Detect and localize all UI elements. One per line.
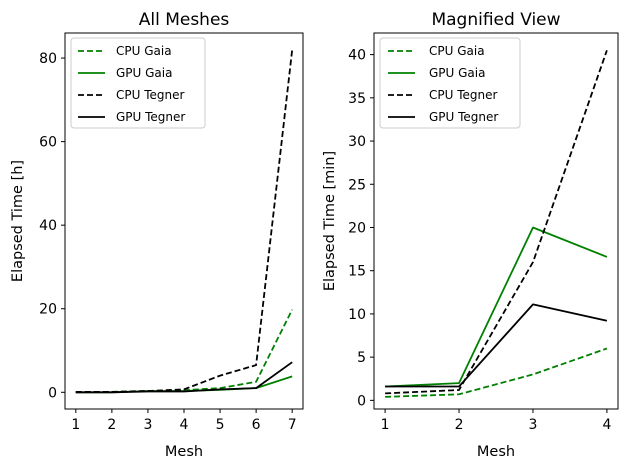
series-line-gpu-tegner [385, 303, 608, 388]
plot-frame [373, 32, 619, 410]
x-tick-label: 3 [529, 417, 538, 433]
series-line-gpu-tegner [75, 361, 293, 394]
y-tick-label: 5 [357, 350, 366, 366]
legend-label: GPU Tegner [429, 110, 498, 124]
y-tick-label: 60 [39, 135, 57, 151]
y-tick-label: 80 [39, 51, 57, 67]
legend-entry-cpu-tegner: CPU Tegner [78, 88, 184, 102]
y-tick-label: 35 [348, 91, 366, 107]
legend: CPU Gaia GPU Gaia CPU Tegner GPU Tegner [379, 37, 521, 129]
series-line-cpu-gaia [75, 309, 294, 394]
legend-entry-cpu-tegner: CPU Tegner [388, 88, 497, 102]
x-tick-label: 1 [71, 417, 80, 433]
x-tick-label: 4 [602, 417, 611, 433]
x-tick-label: 2 [455, 417, 464, 433]
legend-label: GPU Tegner [116, 110, 185, 124]
y-axis-label: Elapsed Time [min] [322, 151, 338, 291]
y-tick-label: 25 [348, 177, 366, 193]
x-tick-label: 7 [288, 417, 297, 433]
y-axis-label: Elapsed Time [h] [10, 160, 26, 282]
legend-entry-gpu-gaia: GPU Gaia [388, 66, 485, 80]
series-line-gpu-gaia [385, 226, 608, 388]
y-tick-label: 0 [357, 393, 366, 409]
series-line-cpu-gaia [385, 347, 608, 398]
legend-entry-cpu-gaia: CPU Gaia [388, 44, 485, 58]
chart-title: All Meshes [139, 10, 230, 30]
tick-layer: 1 2 3 4 5 6 7 0 20 40 60 80 [39, 51, 296, 433]
y-tick-label: 40 [39, 218, 57, 234]
legend-label: GPU Gaia [116, 66, 172, 80]
legend-entry-cpu-gaia: CPU Gaia [78, 44, 172, 58]
legend-box [379, 37, 521, 129]
x-tick-label: 3 [143, 417, 152, 433]
legend-entry-gpu-gaia: GPU Gaia [78, 66, 172, 80]
legend: CPU Gaia GPU Gaia CPU Tegner GPU Tegner [70, 37, 206, 129]
series-layer [385, 50, 608, 398]
y-tick-label: 20 [348, 220, 366, 236]
y-tick-label: 0 [48, 385, 57, 401]
x-axis-label: Mesh [477, 444, 515, 460]
legend-label: GPU Gaia [429, 66, 485, 80]
legend-label: CPU Tegner [429, 88, 497, 102]
chart-all-meshes: All Meshes 1 2 3 4 5 6 7 0 20 40 60 80 Mesh Elapsed… [10, 10, 304, 460]
x-tick-label: 6 [252, 417, 261, 433]
x-tick-label: 5 [216, 417, 225, 433]
y-tick-label: 15 [348, 264, 366, 280]
series-line-cpu-tegner [385, 50, 608, 395]
x-tick-label: 2 [107, 417, 116, 433]
y-tick-label: 40 [348, 48, 366, 64]
legend-box [70, 37, 206, 129]
legend-label: CPU Gaia [116, 44, 172, 58]
plot-frame [64, 32, 304, 410]
x-tick-label: 1 [381, 417, 390, 433]
series-layer [75, 49, 294, 394]
x-tick-label: 4 [180, 417, 189, 433]
legend-entry-gpu-tegner: GPU Tegner [388, 110, 498, 124]
y-tick-label: 20 [39, 302, 57, 318]
x-axis-label: Mesh [165, 444, 203, 460]
y-tick-label: 30 [348, 134, 366, 150]
legend-label: CPU Gaia [429, 44, 485, 58]
legend-label: CPU Tegner [116, 88, 184, 102]
chart-title: Magnified View [431, 10, 560, 30]
y-tick-label: 10 [348, 307, 366, 323]
legend-entry-gpu-tegner: GPU Tegner [78, 110, 185, 124]
